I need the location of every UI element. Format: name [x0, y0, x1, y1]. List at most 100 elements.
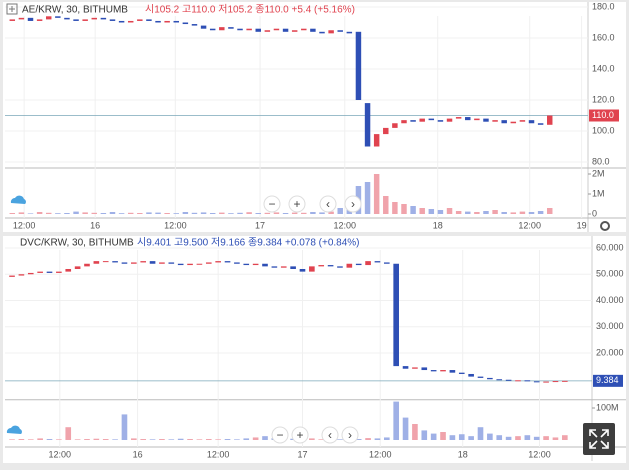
candle: [137, 19, 143, 21]
control-label: −: [276, 428, 283, 442]
control-label: +: [296, 428, 303, 442]
chart-control[interactable]: +: [291, 426, 309, 444]
candle: [537, 123, 544, 125]
candle: [219, 27, 225, 31]
chart-control[interactable]: +: [288, 195, 306, 213]
volume-bar: [328, 211, 334, 214]
candle: [524, 380, 531, 382]
candle: [91, 17, 98, 20]
control-bg: [321, 426, 339, 444]
chart-control[interactable]: −: [263, 195, 281, 213]
candle: [310, 28, 316, 32]
settings-icon[interactable]: [600, 221, 610, 231]
volume-bar: [159, 439, 165, 440]
volume-bar: [27, 439, 34, 440]
volume-bar: [224, 439, 231, 440]
cloud-icon[interactable]: [10, 195, 26, 204]
y-tick-label: 160.0: [592, 32, 615, 42]
volume-bar: [318, 439, 325, 440]
candle: [328, 30, 334, 34]
control-label: ‹: [328, 428, 332, 442]
candle: [543, 381, 549, 383]
volume-bar: [437, 210, 444, 214]
volume-tick-label: 100M: [596, 402, 619, 412]
candle: [492, 120, 498, 122]
chart-control[interactable]: ‹: [321, 426, 339, 444]
volume-bar: [515, 436, 521, 440]
candle: [487, 377, 493, 380]
last-price-box: [593, 374, 623, 387]
volume-bar: [234, 439, 240, 440]
volume-bar: [73, 211, 79, 214]
control-label: +: [293, 197, 300, 211]
chart-control[interactable]: ›: [344, 195, 362, 213]
candle: [373, 134, 380, 147]
expand-icon-plus: [9, 6, 15, 12]
volume-bar: [543, 436, 549, 440]
candle: [164, 20, 170, 23]
control-label: ›: [348, 428, 352, 442]
chart-control[interactable]: ‹: [319, 195, 337, 213]
volume-bar: [430, 433, 437, 440]
candle: [93, 261, 100, 264]
volume-bar: [205, 439, 212, 440]
candle: [234, 262, 240, 264]
x-tick-label: 18: [433, 220, 443, 230]
control-bg: [319, 195, 337, 213]
volume-bar: [18, 212, 25, 214]
x-tick-label: 12:00: [49, 449, 72, 459]
candle: [109, 19, 116, 21]
candle: [355, 31, 362, 100]
x-tick-label: 12:00: [207, 449, 230, 459]
volume-bar: [45, 212, 52, 214]
x-tick-label: 12:00: [518, 220, 541, 230]
candle: [465, 117, 471, 121]
candle: [291, 30, 298, 32]
panel-top: [3, 2, 626, 232]
candle: [45, 16, 52, 20]
candle: [515, 380, 521, 382]
volume-bar: [428, 209, 435, 214]
volume-bar: [102, 439, 109, 440]
candle: [483, 118, 489, 122]
candle: [301, 28, 307, 31]
control-label: ‹: [326, 197, 330, 211]
volume-bar: [392, 202, 398, 214]
expand-icon[interactable]: [6, 3, 18, 15]
candle: [177, 263, 184, 266]
fullscreen-bg: [583, 423, 615, 455]
volume-bar: [182, 212, 189, 214]
candle: [446, 118, 453, 122]
fullscreen-button[interactable]: [583, 423, 615, 455]
candle: [140, 261, 147, 263]
candle: [64, 17, 70, 20]
candle: [337, 266, 343, 268]
volume-bar: [449, 435, 456, 440]
candle: [237, 28, 243, 31]
candle: [262, 263, 268, 267]
candle: [501, 120, 507, 124]
candle: [547, 115, 553, 125]
candle: [364, 103, 371, 147]
volume-bar: [455, 211, 462, 214]
candle: [449, 370, 456, 373]
candle: [271, 266, 278, 268]
y-tick-label: 30.000: [596, 321, 624, 331]
candle: [264, 30, 271, 32]
volume-bar: [533, 436, 540, 440]
candle: [159, 262, 165, 264]
volume-bar: [74, 439, 81, 440]
volume-bar: [458, 434, 465, 440]
volume-bar: [355, 439, 362, 440]
candle: [319, 31, 325, 34]
candle: [187, 263, 193, 266]
cloud-icon[interactable]: [6, 425, 22, 434]
y-tick-label: 20.000: [596, 347, 624, 357]
candle: [309, 266, 315, 272]
chart-control[interactable]: −: [271, 426, 289, 444]
volume-bar: [273, 212, 280, 214]
chart-control[interactable]: ›: [341, 426, 359, 444]
candle: [65, 268, 72, 272]
control-bg: [263, 195, 281, 213]
